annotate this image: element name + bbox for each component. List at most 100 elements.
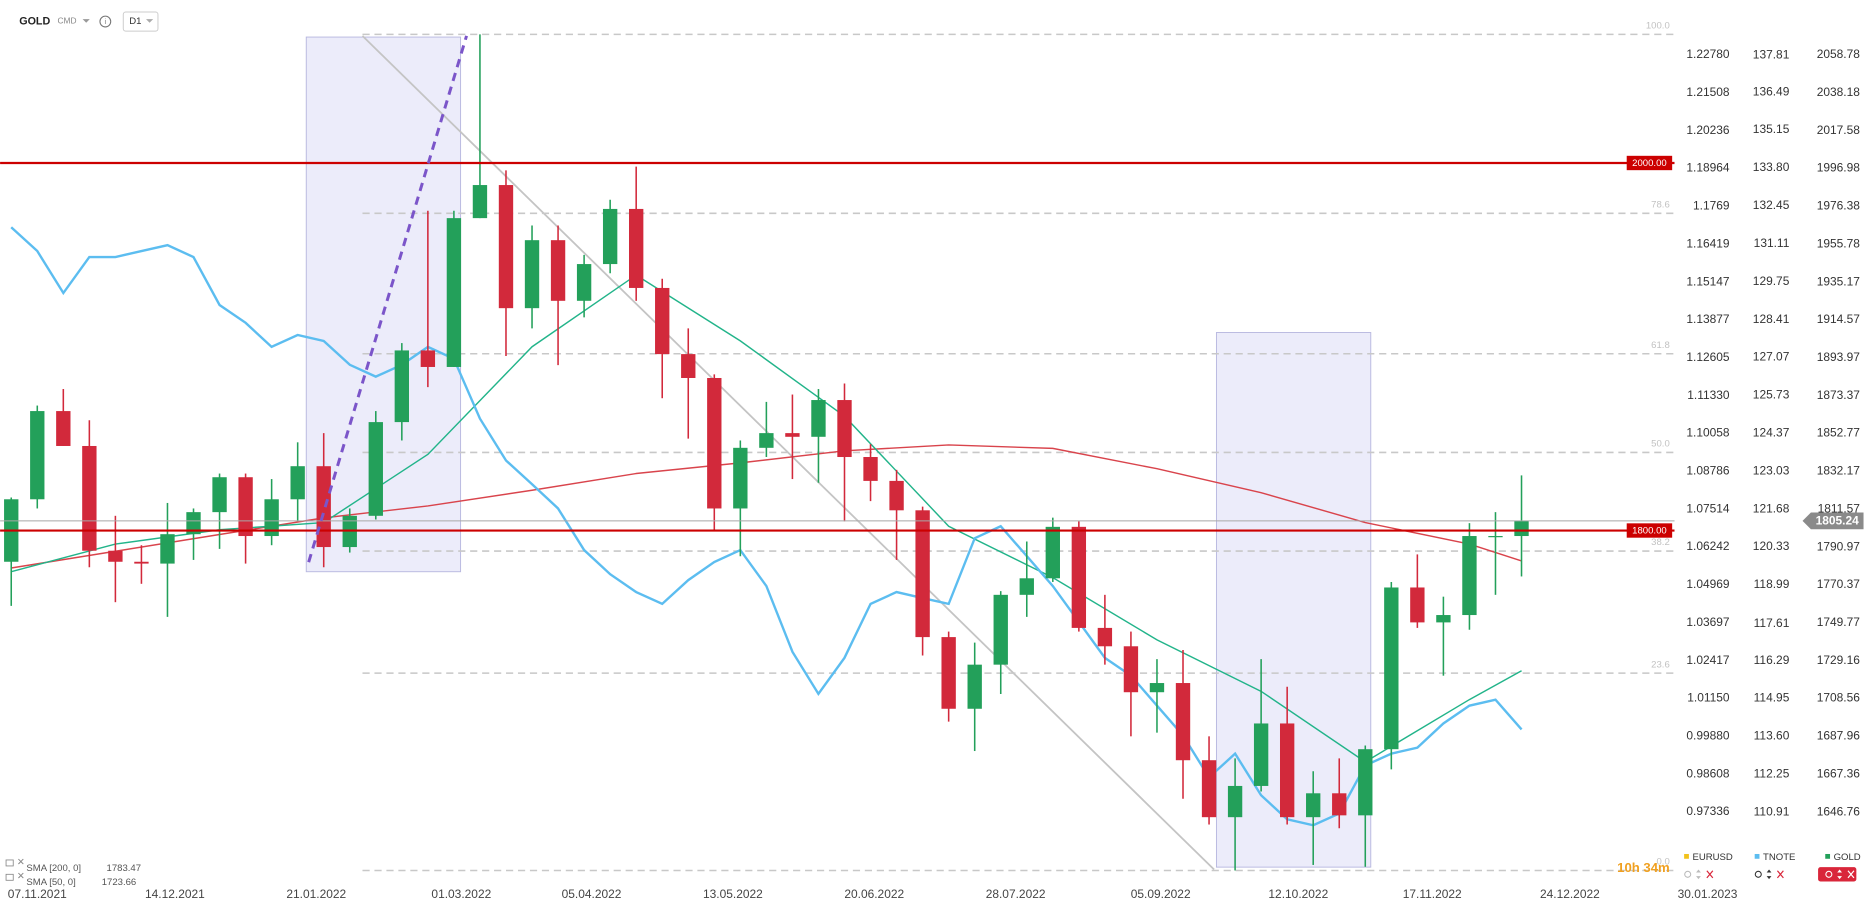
candle-body [134,561,149,564]
y-tick-label: 1.18964 [1686,161,1730,175]
indicator-list: ✕ ✕ SMA [200, 0] 1783.47 SMA [50, 0] 172… [5,857,141,888]
y-tick-label: 135.15 [1753,122,1790,136]
x-tick-label: 07.11.2021 [8,887,67,901]
symbol: GOLD [19,15,50,27]
candle-body [82,445,97,551]
timeframe-selector[interactable] [122,11,159,32]
legend-swatch [1825,853,1831,859]
y-tick-label: 1770.37 [1817,577,1861,591]
active-series-button[interactable] [1818,867,1857,882]
info-icon-glyph: i [105,18,107,26]
candle-body [472,185,488,219]
reorder-icon[interactable] [1837,869,1842,880]
indicator-close[interactable]: ✕ [17,857,25,868]
y-tick-label: 117.61 [1754,616,1790,630]
candle-body [785,433,800,437]
price-tag [1626,155,1673,171]
visibility-icon[interactable] [1684,870,1692,878]
axis-panel [1674,0,1866,886]
y-tick-label: 125.73 [1753,387,1790,401]
indicator-icon[interactable] [5,859,14,867]
candle-body [1071,526,1087,628]
indicator-icon[interactable] [5,873,14,881]
y-tick-label: 133.80 [1753,160,1790,174]
y-tick-label: 114.95 [1754,691,1790,705]
y-tick-label: 1.11330 [1687,388,1730,402]
candle-body [1410,587,1425,623]
legend-label: GOLD [1834,852,1861,863]
visibility-icon[interactable] [1825,870,1833,878]
candle-body [681,354,696,378]
y-tick-label: 1790.97 [1817,539,1861,553]
dropdown-arrow [145,19,154,23]
candle-body [290,466,305,500]
y-tick-label: 1687.96 [1817,729,1861,743]
y-tick-label: 1729.16 [1817,653,1861,667]
candle-body [1488,536,1503,538]
y-tick-label: 1.02417 [1686,653,1730,667]
candle-body [941,637,956,709]
info-icon[interactable] [99,15,112,28]
candle-body [1201,760,1217,818]
indicator-name: SMA [200, 0] [26,863,81,874]
y-tick-label: 1646.76 [1817,804,1861,818]
y-tick-label: 1749.77 [1817,615,1861,629]
reorder-icon[interactable] [1696,869,1701,880]
visibility-icon[interactable] [1754,870,1762,878]
x-tick-label: 21.01.2022 [286,887,346,901]
x-tick-label: 30.01.2023 [1678,887,1738,901]
candle-body [420,350,436,367]
candle-body [759,433,774,448]
candle-body [863,457,878,481]
y-tick-label: 110.91 [1754,804,1790,818]
y-tick-label: 1832.17 [1817,464,1861,478]
candle-body [1123,646,1139,693]
candle-body [212,477,227,513]
y-tick-label: 137.81 [1753,47,1790,61]
candle-body [1253,723,1269,786]
trend-line-dashed [307,35,468,563]
x-tick-label: 17.11.2022 [1403,887,1462,901]
dropdown-arrow[interactable] [82,19,90,23]
candle-body [733,447,748,509]
remove-icon[interactable] [1706,870,1714,879]
candle-body [316,466,331,548]
fib-label: 23.6 [1651,659,1670,670]
candle-body [1332,793,1347,816]
fib-label: 38.2 [1651,537,1670,548]
legend-label: EURUSD [1692,852,1732,863]
fib-label: 100.0 [1646,21,1670,32]
indicator-value: 1723.66 [102,877,137,888]
y-tick-label: 1873.37 [1817,388,1861,402]
x-tick-label: 20.06.2022 [844,887,904,901]
y-tick-label: 2038.18 [1817,85,1861,99]
y-tick-label: 124.37 [1753,426,1790,440]
countdown: 10h 34m [1617,860,1670,875]
y-tick-label: 1.12605 [1686,350,1730,364]
y-tick-label: 127.07 [1753,350,1790,364]
symbol-type: CMD [57,16,76,26]
x-tick-label: 14.12.2021 [145,887,205,901]
overlay-line [10,226,1523,827]
x-tick-label: 05.04.2022 [562,887,622,901]
y-tick-label: 128.41 [1753,312,1790,326]
y-tick-label: 1976.38 [1817,199,1861,213]
reorder-icon[interactable] [1766,869,1772,880]
x-tick-label: 01.03.2022 [431,887,491,901]
remove-icon[interactable] [1847,870,1855,879]
x-tick-label: 05.09.2022 [1131,887,1191,901]
y-tick-label: 1.10058 [1686,426,1730,440]
candle-body [655,287,670,355]
candle-body [889,480,904,511]
candle-body [707,377,722,509]
y-tick-label: 1935.17 [1817,274,1861,288]
indicator-close[interactable]: ✕ [17,871,25,882]
candle-body [1306,793,1321,818]
remove-icon[interactable] [1776,870,1784,879]
y-tick-label: 132.45 [1753,198,1790,212]
candle-body [993,594,1008,665]
y-tick-label: 2058.78 [1817,47,1861,61]
plot: 100.0 78.6 61.8 50.0 38.2 23.6 0.0 2000.00 1800.… [0,21,1807,872]
